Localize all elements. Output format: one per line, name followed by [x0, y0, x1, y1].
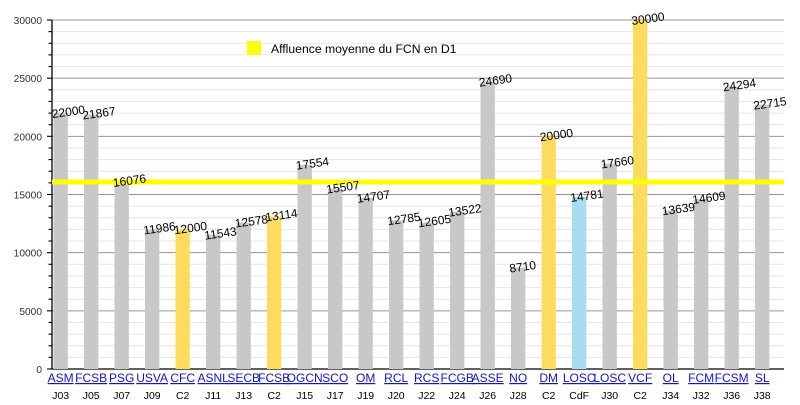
svg-text:Affluence moyenne du FCN en D1: Affluence moyenne du FCN en D1 [271, 42, 457, 56]
svg-text:SL: SL [755, 371, 770, 385]
svg-text:C2: C2 [267, 390, 281, 400]
svg-text:OGCN: OGCN [287, 371, 323, 385]
svg-text:5000: 5000 [19, 307, 42, 318]
svg-text:RCS: RCS [414, 371, 439, 385]
svg-text:J07: J07 [113, 390, 130, 400]
svg-text:CdF: CdF [569, 390, 589, 400]
svg-text:J36: J36 [723, 390, 740, 400]
svg-text:DM: DM [539, 371, 558, 385]
svg-text:J03: J03 [52, 390, 69, 400]
svg-text:J24: J24 [449, 390, 466, 400]
svg-text:J11: J11 [205, 390, 221, 400]
svg-text:C2: C2 [176, 390, 190, 400]
svg-text:J22: J22 [418, 390, 435, 400]
svg-text:CFC: CFC [170, 371, 195, 385]
svg-text:LOSC: LOSC [593, 371, 626, 385]
svg-text:0: 0 [36, 365, 42, 376]
svg-text:J13: J13 [235, 390, 252, 400]
svg-text:ASM: ASM [48, 371, 74, 385]
svg-text:PSG: PSG [109, 371, 134, 385]
svg-text:OM: OM [356, 371, 375, 385]
svg-text:J17: J17 [327, 390, 344, 400]
svg-text:C2: C2 [633, 390, 647, 400]
svg-text:20000: 20000 [14, 132, 43, 143]
svg-text:FCSB: FCSB [258, 371, 290, 385]
svg-text:C2: C2 [542, 390, 556, 400]
svg-text:NO: NO [509, 371, 527, 385]
svg-text:FCSB: FCSB [75, 371, 107, 385]
svg-text:10000: 10000 [14, 249, 43, 260]
svg-text:ASNL: ASNL [197, 371, 229, 385]
svg-text:J15: J15 [296, 390, 313, 400]
svg-text:J28: J28 [510, 390, 527, 400]
svg-text:SECB: SECB [227, 371, 260, 385]
svg-text:J34: J34 [662, 390, 679, 400]
svg-text:RCL: RCL [384, 371, 408, 385]
svg-text:J26: J26 [479, 390, 496, 400]
svg-text:LOSC: LOSC [563, 371, 596, 385]
svg-text:J19: J19 [357, 390, 374, 400]
svg-text:FCM: FCM [688, 371, 714, 385]
svg-text:J20: J20 [388, 390, 405, 400]
svg-text:FCSM: FCSM [715, 371, 749, 385]
svg-text:SCO: SCO [322, 371, 348, 385]
svg-text:J09: J09 [144, 390, 161, 400]
svg-text:J30: J30 [601, 390, 618, 400]
svg-text:J32: J32 [693, 390, 710, 400]
svg-text:J38: J38 [754, 390, 771, 400]
svg-text:J05: J05 [83, 390, 100, 400]
svg-text:OL: OL [663, 371, 679, 385]
svg-text:FCGB: FCGB [440, 371, 473, 385]
svg-text:USVA: USVA [136, 371, 168, 385]
svg-text:30000: 30000 [14, 16, 43, 27]
svg-text:VCF: VCF [628, 371, 652, 385]
svg-text:ASSE: ASSE [472, 371, 504, 385]
svg-text:25000: 25000 [14, 74, 43, 85]
svg-text:15000: 15000 [14, 191, 43, 202]
